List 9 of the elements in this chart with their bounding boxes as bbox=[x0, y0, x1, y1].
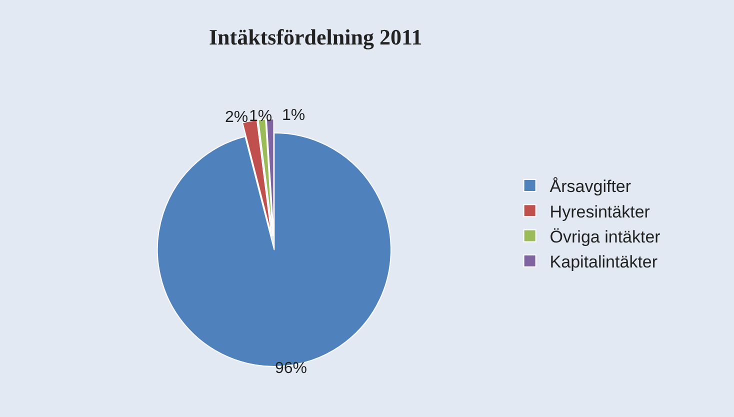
data-label: 1% bbox=[249, 108, 272, 125]
legend-label: Övriga intäkter bbox=[550, 227, 661, 246]
legend-label: Årsavgifter bbox=[550, 177, 632, 196]
data-label: 96% bbox=[275, 360, 308, 377]
data-label: 1% bbox=[282, 107, 306, 124]
legend-label: Kapitalintäkter bbox=[550, 252, 658, 272]
chart-title: Intäktsfördelning 2011 bbox=[208, 24, 422, 50]
legend-label: Hyresintäkter bbox=[550, 202, 650, 222]
data-label: 2% bbox=[225, 109, 248, 126]
